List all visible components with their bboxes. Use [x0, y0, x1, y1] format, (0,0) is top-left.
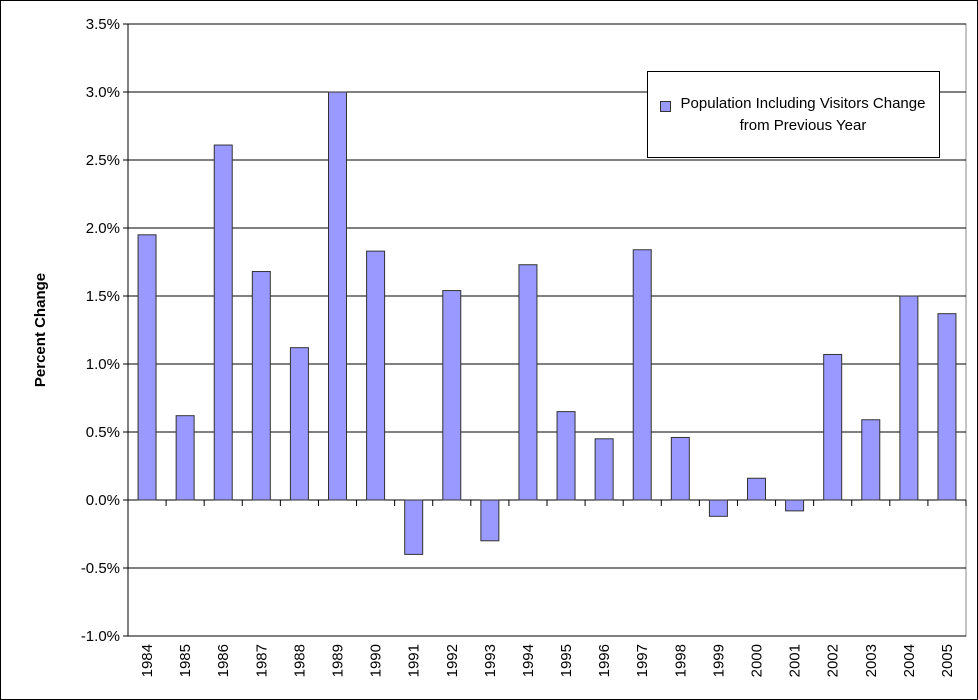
bar	[137, 234, 157, 501]
bar	[861, 419, 881, 501]
bar	[404, 499, 424, 555]
y-tick-label: 2.5%	[86, 152, 120, 169]
bar	[899, 295, 919, 501]
bar	[289, 347, 309, 501]
bar	[670, 436, 690, 501]
x-tick-label: 1989	[330, 644, 347, 677]
bar	[785, 499, 805, 512]
x-tick-label: 1998	[672, 644, 689, 677]
bar	[366, 250, 386, 501]
bar	[632, 249, 652, 501]
y-tick-label: 0.0%	[86, 492, 120, 509]
x-tick-label: 2005	[939, 644, 956, 677]
x-tick-label: 1985	[177, 644, 194, 677]
x-tick-label: 1994	[520, 644, 537, 677]
bar	[708, 499, 728, 517]
bar	[937, 313, 957, 501]
legend-swatch	[660, 101, 671, 112]
legend: Population Including Visitors Change fro…	[647, 71, 940, 158]
y-tick-label: -1.0%	[81, 628, 120, 645]
x-tick-label: 1997	[634, 644, 651, 677]
y-tick-label: 1.5%	[86, 288, 120, 305]
y-tick-label: 0.5%	[86, 424, 120, 441]
y-tick-label: 2.0%	[86, 220, 120, 237]
bar	[442, 290, 462, 501]
x-tick-label: 2002	[825, 644, 842, 677]
x-tick-label: 1984	[139, 644, 156, 677]
x-tick-label: 2004	[901, 644, 918, 677]
bar	[175, 415, 195, 501]
y-tick-label: 3.5%	[86, 16, 120, 33]
bar	[328, 91, 347, 501]
bar	[213, 144, 233, 501]
x-tick-label: 2000	[749, 644, 766, 677]
x-tick-label: 1991	[406, 644, 423, 677]
bar	[556, 411, 576, 501]
x-tick-label: 1992	[444, 644, 461, 677]
legend-label: Population Including Visitors Change fro…	[680, 94, 926, 134]
bar	[251, 271, 271, 501]
y-axis-label: Percent Change	[32, 273, 49, 387]
bar	[747, 477, 766, 501]
x-tick-label: 1988	[291, 644, 308, 677]
bar	[480, 499, 500, 542]
x-tick-label: 2001	[787, 644, 804, 677]
x-tick-label: 1986	[215, 644, 232, 677]
y-tick-label: 1.0%	[86, 356, 120, 373]
x-tick-label: 1996	[596, 644, 613, 677]
bar	[594, 438, 614, 501]
x-tick-label: 1987	[253, 644, 270, 677]
x-tick-label: 1993	[482, 644, 499, 677]
x-tick-label: 1999	[710, 644, 727, 677]
bar	[518, 264, 538, 501]
y-tick-label: 3.0%	[86, 84, 120, 101]
bar	[823, 353, 843, 501]
x-tick-label: 1995	[558, 644, 575, 677]
x-tick-label: 2003	[863, 644, 880, 677]
x-tick-label: 1990	[368, 644, 385, 677]
y-tick-label: -0.5%	[81, 560, 120, 577]
